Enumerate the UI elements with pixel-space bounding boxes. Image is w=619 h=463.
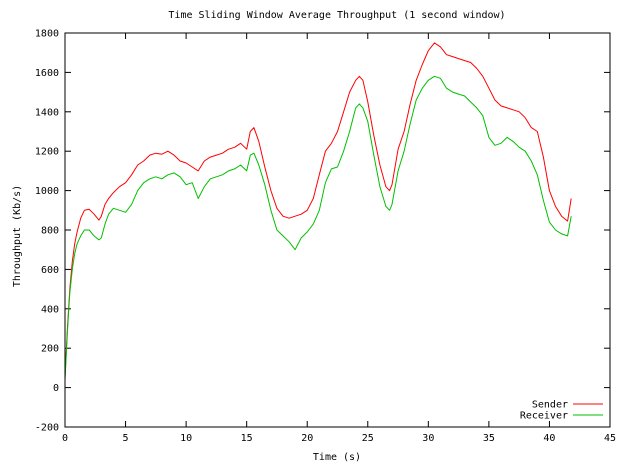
x-tick-label: 45 xyxy=(604,433,616,444)
y-tick-label: 800 xyxy=(41,226,59,237)
x-tick-label: 15 xyxy=(241,433,253,444)
y-tick-label: 600 xyxy=(41,265,59,276)
legend-label-sender: Sender xyxy=(532,400,568,411)
y-tick-label: 1600 xyxy=(35,68,59,79)
y-tick-label: 0 xyxy=(53,383,59,394)
chart-title: Time Sliding Window Average Throughput (… xyxy=(168,10,505,21)
y-axis-label: Throughput (Kb/s) xyxy=(12,185,23,287)
y-tick-label: 200 xyxy=(41,344,59,355)
y-tick-label: 400 xyxy=(41,304,59,315)
y-tick-label: 1200 xyxy=(35,147,59,158)
plot-frame xyxy=(64,32,611,428)
y-tick-label: 1800 xyxy=(35,29,59,40)
x-tick-label: 35 xyxy=(483,433,495,444)
axis-ticks: 0 5 10 15 20 25 30 35 40 45-200020040060080010001… xyxy=(35,29,616,445)
y-tick-label: 1000 xyxy=(35,186,59,197)
series-lines xyxy=(64,42,572,380)
x-tick-label: 40 xyxy=(543,433,555,444)
y-tick-label: -200 xyxy=(35,423,59,434)
series-line-receiver xyxy=(64,75,572,380)
x-tick-label: 25 xyxy=(362,433,374,444)
x-tick-label: 0 xyxy=(62,433,68,444)
x-tick-label: 30 xyxy=(422,433,434,444)
x-tick-label: 5 xyxy=(123,433,129,444)
legend-label-receiver: Receiver xyxy=(520,411,568,422)
series-line-sender xyxy=(64,42,572,378)
x-tick-label: 20 xyxy=(301,433,313,444)
y-tick-label: 1400 xyxy=(35,107,59,118)
x-axis-label: Time (s) xyxy=(313,452,361,463)
x-tick-label: 10 xyxy=(180,433,192,444)
